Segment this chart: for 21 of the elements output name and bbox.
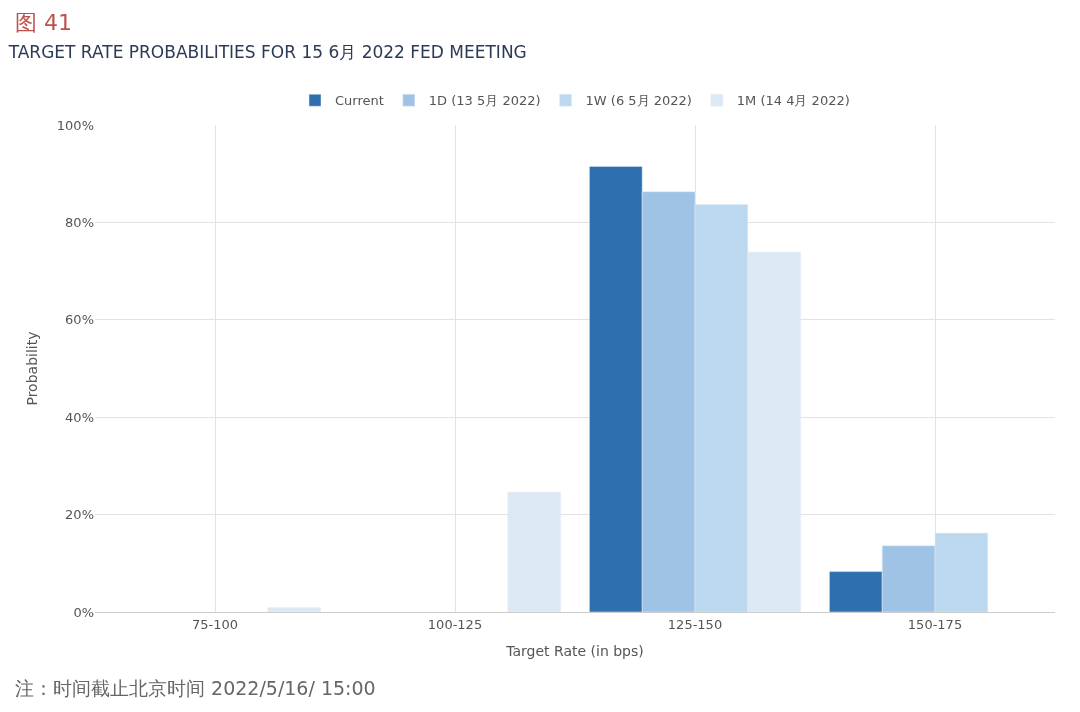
chart-title: TARGET RATE PROBABILITIES FOR 15 6月 2022 FED MEETING bbox=[7, 42, 527, 63]
y-tick-label: 60% bbox=[65, 312, 94, 328]
y-tick-label: 20% bbox=[65, 507, 94, 523]
x-axis-title: Target Rate (in bps) bbox=[505, 642, 644, 659]
legend-label: Current bbox=[335, 93, 384, 109]
y-tick-label: 40% bbox=[65, 409, 94, 425]
caption: 图 41 bbox=[15, 10, 72, 35]
y-tick-label: 0% bbox=[73, 604, 94, 620]
x-tick-label: 100-125 bbox=[427, 616, 483, 632]
x-tick-label: 150-175 bbox=[907, 616, 963, 632]
x-tick-label: 75-100 bbox=[191, 616, 239, 632]
y-tick-label: 80% bbox=[65, 214, 94, 230]
y-axis-title: Probability bbox=[24, 331, 41, 406]
bar bbox=[267, 607, 321, 612]
x-tick-label: 125-150 bbox=[667, 616, 723, 632]
legend-label: 1W (6 5月 2022) bbox=[585, 93, 692, 109]
y-tick-label: 100% bbox=[56, 117, 94, 133]
legend-label: 1M (14 4月 2022) bbox=[736, 93, 850, 109]
bar bbox=[507, 491, 561, 612]
legend-label: 1D (13 5月 2022) bbox=[428, 93, 541, 109]
text: 注：时间截止北京时间 2022/5/16/ 15:00 bbox=[15, 677, 376, 699]
